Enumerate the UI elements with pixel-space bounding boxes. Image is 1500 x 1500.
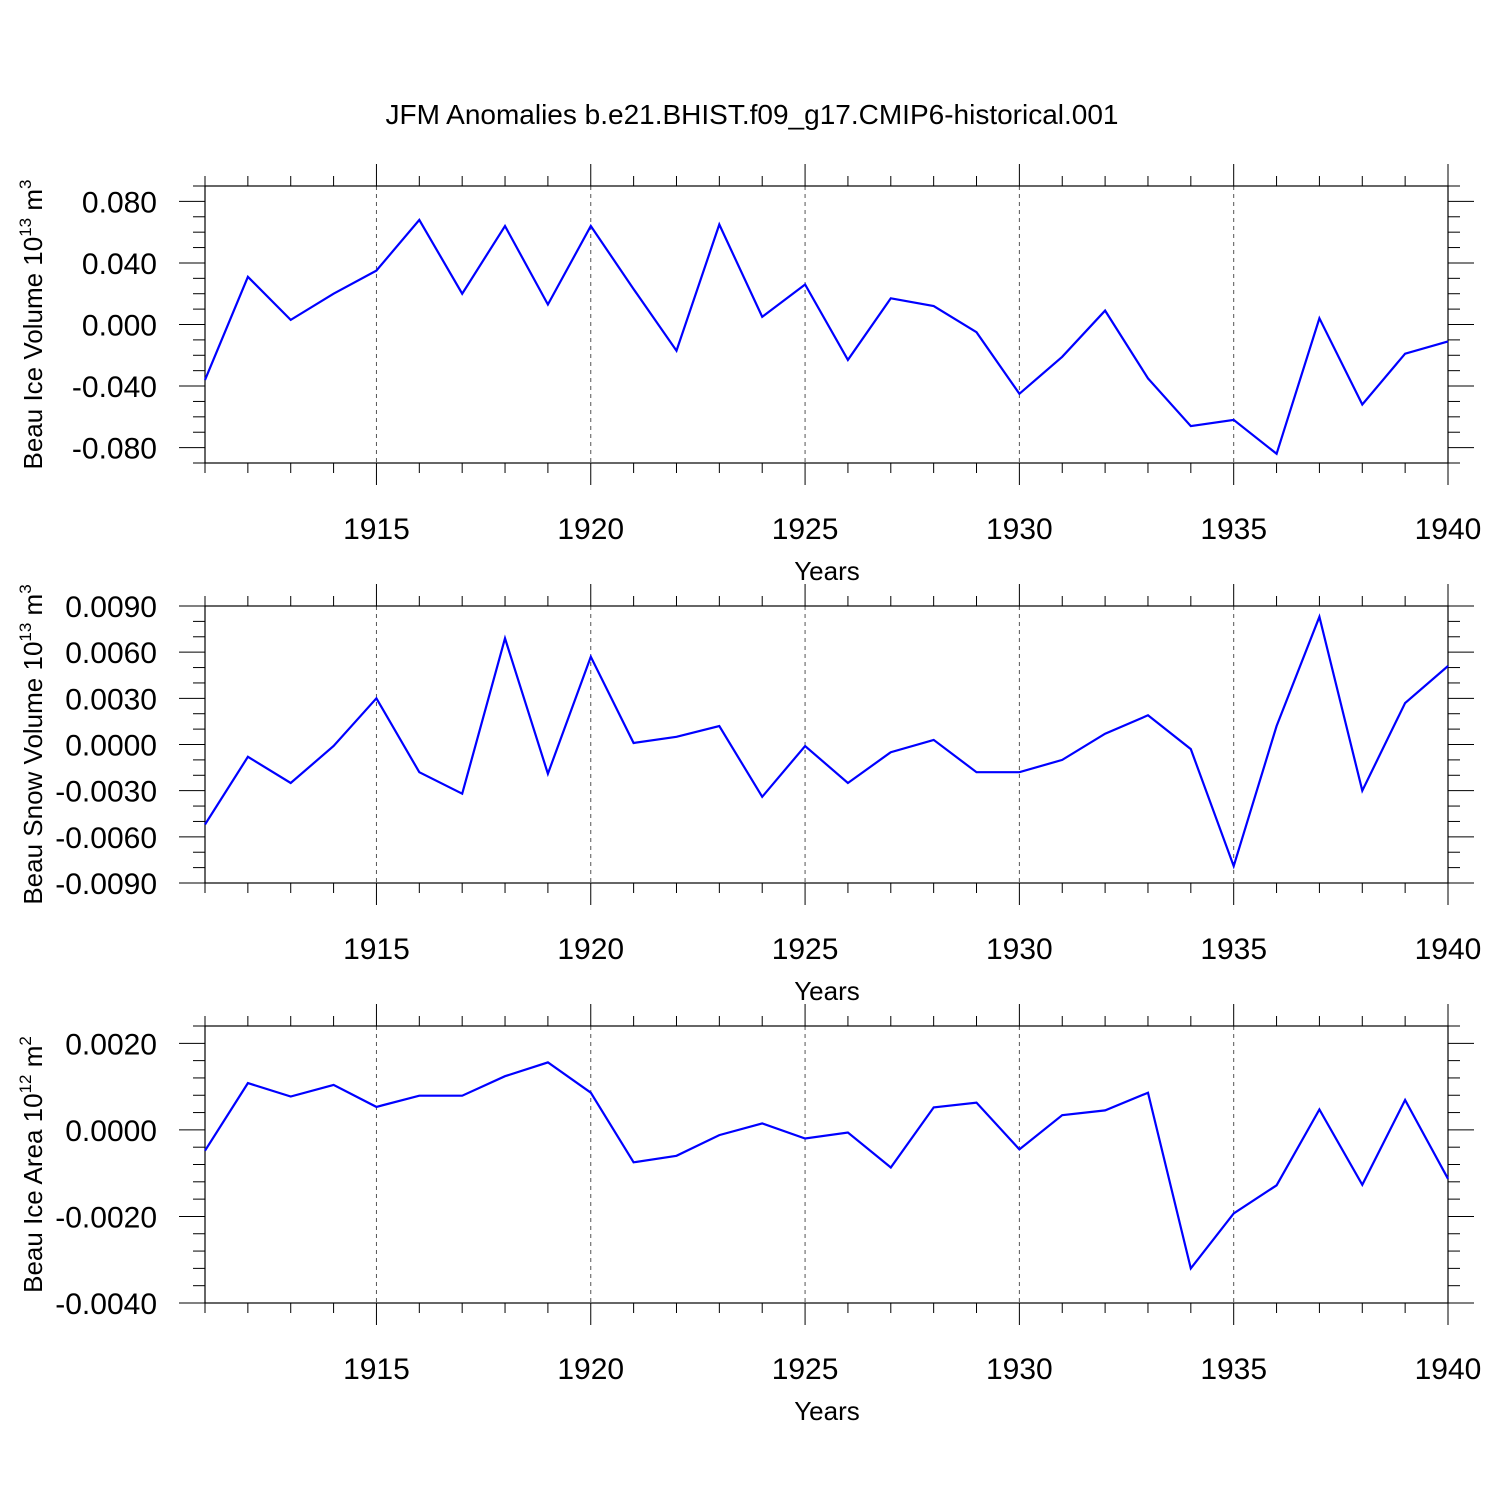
x-tick-label: 1940 (1415, 1353, 1482, 1386)
y-axis-label-text: Beau Ice Area 10 (18, 1093, 48, 1292)
ice-volume-panel: 0.080 0.040 0.000 -0.040 -0.080 1915 1920 1925 1… (16, 164, 1481, 586)
y-tick-label: 0.0000 (65, 1115, 157, 1148)
y-tick-label: 0.0060 (65, 637, 157, 670)
x-tick-label: 1935 (1200, 1353, 1267, 1386)
y-tick-label: -0.0030 (55, 776, 157, 809)
y-axis-label-unit: m (18, 1046, 48, 1075)
x-tick-label: 1915 (343, 513, 410, 546)
y-tick-label: 0.000 (82, 310, 157, 343)
ice-volume-y-axis-label: Beau Ice Volume 1013 m3 (16, 180, 48, 470)
x-tick-label: 1925 (772, 513, 839, 546)
x-tick-label: 1920 (557, 513, 624, 546)
y-tick-label: -0.0090 (55, 868, 157, 901)
y-tick-label: 0.080 (82, 186, 157, 219)
x-tick-label: 1930 (986, 513, 1053, 546)
ice-volume-x-axis-label: Years (794, 556, 860, 586)
y-axis-label-unit-exponent: 3 (16, 180, 35, 189)
snow-volume-y-axis-label: Beau Snow Volume 1013 m3 (16, 584, 48, 904)
ice-area-x-axis-label: Years (794, 1396, 860, 1426)
x-tick-label: 1940 (1415, 933, 1482, 966)
y-axis-label-unit: m (18, 594, 48, 623)
y-axis-label-text: Beau Ice Volume 10 (18, 237, 48, 470)
figure-title: JFM Anomalies b.e21.BHIST.f09_g17.CMIP6-… (385, 99, 1118, 130)
y-axis-label-exponent: 12 (16, 1074, 35, 1093)
x-tick-label: 1930 (986, 933, 1053, 966)
y-tick-label: 0.040 (82, 248, 157, 281)
y-axis-label-unit: m (18, 189, 48, 218)
y-tick-label: -0.0020 (55, 1201, 157, 1234)
y-axis-label-text: Beau Snow Volume 10 (18, 642, 48, 905)
x-tick-label: 1940 (1415, 513, 1482, 546)
y-axis-label-exponent: 13 (16, 623, 35, 642)
ice-area-y-axis-label: Beau Ice Area 1012 m2 (16, 1036, 48, 1293)
x-tick-label: 1920 (557, 933, 624, 966)
ice-area-plot-frame (204, 1025, 1449, 1304)
ice-volume-series-line (203, 217, 1449, 456)
x-tick-label: 1920 (557, 1353, 624, 1386)
y-axis-label-unit-exponent: 3 (16, 584, 35, 593)
y-tick-label: 0.0030 (65, 683, 157, 716)
y-tick-label: 0.0000 (65, 730, 157, 763)
x-tick-label: 1925 (772, 933, 839, 966)
x-tick-label: 1935 (1200, 933, 1267, 966)
ice-area-panel: 0.0020 0.0000 -0.0020 -0.0040 1915 1920 1925 19… (16, 1004, 1481, 1426)
y-tick-label: 0.0020 (65, 1028, 157, 1061)
y-tick-label: -0.080 (72, 433, 157, 466)
x-tick-label: 1935 (1200, 513, 1267, 546)
y-tick-label: -0.0060 (55, 822, 157, 855)
x-tick-label: 1915 (343, 1353, 410, 1386)
ice-volume-plot-frame (204, 185, 1449, 464)
snow-volume-plot-frame (204, 605, 1449, 884)
snow-volume-x-axis-label: Years (794, 976, 860, 1006)
y-tick-label: -0.040 (72, 371, 157, 404)
y-axis-label-exponent: 13 (16, 218, 35, 237)
snow-volume-panel: 0.0090 0.0060 0.0030 0.0000 -0.0030 -0.0060 -0… (16, 584, 1481, 1006)
y-axis-label-unit-exponent: 2 (16, 1036, 35, 1045)
y-tick-label: 0.0090 (65, 591, 157, 624)
ice-area-series-line (204, 1061, 1449, 1271)
snow-volume-series-line (204, 613, 1449, 870)
y-tick-label: -0.0040 (55, 1288, 157, 1321)
x-tick-label: 1930 (986, 1353, 1053, 1386)
x-tick-label: 1925 (772, 1353, 839, 1386)
panels: 0.080 0.040 0.000 -0.040 -0.080 1915 1920 1925 1… (16, 164, 1481, 1426)
x-tick-label: 1915 (343, 933, 410, 966)
